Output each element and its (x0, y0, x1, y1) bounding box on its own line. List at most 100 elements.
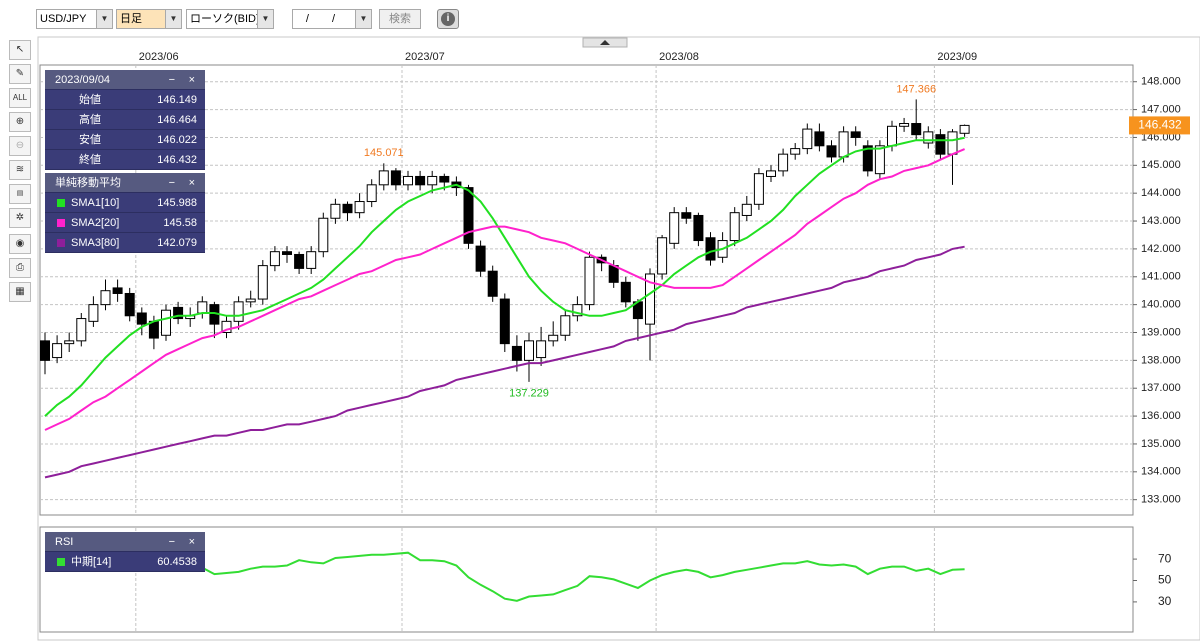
candle-body (233, 301, 244, 322)
legend: 中期[14] 60.4538 (45, 552, 205, 572)
candle-body (499, 298, 510, 345)
tool-view[interactable]: ◉ (9, 234, 31, 254)
legend-name: SMA2[20] (71, 217, 120, 229)
legend-swatch (57, 199, 65, 207)
candle-body (874, 145, 885, 175)
annotation: 147.366 (896, 83, 936, 95)
legend-entry: SMA1[10] 145.988 (45, 193, 205, 213)
candle-body (52, 343, 63, 359)
close[interactable]: × (188, 536, 195, 548)
tool-all[interactable]: ALL (9, 88, 31, 108)
y-tick-label: 135.000 (1141, 438, 1181, 450)
chart-kind-select[interactable]: ローソク(BID) ▼ (186, 9, 274, 29)
legend-name: 中期[14] (71, 556, 112, 568)
line (44, 245, 965, 479)
y-tick-label: 147.000 (1141, 103, 1181, 115)
y-tick-label: 138.000 (1141, 354, 1181, 366)
candle-body (862, 145, 873, 172)
tool-cursor[interactable]: ↖ (9, 40, 31, 60)
candle-body (802, 128, 813, 150)
minimize[interactable]: − (168, 74, 175, 86)
dropdown-arrow: ▼ (355, 10, 371, 28)
candle-body (64, 340, 75, 345)
line (44, 136, 965, 417)
info-label: 始値 (79, 94, 101, 106)
legend-value: 60.4538 (157, 556, 197, 568)
date-select[interactable]: / / ▼ (292, 9, 372, 29)
candle-body (923, 131, 934, 144)
candle-body (221, 320, 232, 333)
candle-body (354, 201, 365, 214)
candle-body (112, 287, 123, 294)
candle-body (645, 273, 655, 325)
candle-body (681, 212, 692, 219)
info-label: 高値 (79, 114, 101, 126)
close[interactable]: × (188, 74, 195, 86)
candle-body (560, 315, 571, 336)
candle-body (197, 301, 208, 314)
y-tick-label: 140.000 (1141, 299, 1181, 311)
chart-frame (37, 36, 1200, 641)
candle-body (899, 123, 910, 127)
candle-body (76, 318, 87, 342)
candle-body (475, 245, 486, 272)
y-tick-label: 148.000 (1141, 76, 1181, 88)
legend-header: 単純移動平均 − × (45, 173, 205, 193)
candle-body (705, 237, 716, 261)
price-tag (1129, 116, 1190, 135)
candle-body (669, 212, 680, 244)
candle-body (463, 187, 474, 244)
candle-body (173, 306, 184, 320)
y-tick-label: 50 (1158, 573, 1172, 587)
candle-body (790, 148, 801, 155)
minimize[interactable]: − (168, 536, 175, 548)
tool-indicator[interactable]: ≋ (9, 160, 31, 180)
info-panel: 2023/09/04 − × 始値 146.149 高値 146.464 安値 146.0… (45, 70, 205, 253)
tool-zoom-out[interactable]: ⊖ (9, 136, 31, 156)
candle-body (403, 175, 413, 186)
info-button[interactable]: i (437, 9, 459, 29)
info-value: 146.432 (157, 154, 197, 166)
info-row: 終値 146.432 (45, 150, 205, 170)
period-select[interactable]: 日足 ▼ (116, 9, 182, 29)
y-tick-label: 141.000 (1141, 271, 1181, 283)
candle-body (124, 292, 135, 317)
tool-zoom-in[interactable]: ⊕ (9, 112, 31, 132)
x-tick-label: 2023/06 (139, 51, 179, 63)
legend-entry: 中期[14] 60.4538 (45, 552, 205, 572)
tool-pen[interactable]: ✎ (9, 64, 31, 84)
date: / / (305, 13, 346, 25)
candle-body (100, 290, 111, 306)
x-tick-label: 2023/07 (405, 51, 445, 63)
close[interactable]: × (188, 177, 195, 189)
candle-body (439, 175, 450, 183)
minimize[interactable]: − (168, 177, 175, 189)
search-button[interactable]: 検索 (379, 9, 421, 29)
y-tick-label: 144.000 (1141, 187, 1181, 199)
candle-body (294, 253, 305, 269)
candle-body (245, 298, 256, 303)
candle-body (657, 237, 668, 275)
symbol: USD/JPY (40, 13, 87, 25)
candle-body (342, 203, 353, 214)
y-tick-label: 134.000 (1141, 466, 1181, 478)
y-tick-label: 145.000 (1141, 159, 1181, 171)
tool-data[interactable]: ▤ (9, 184, 31, 204)
info-value: 146.022 (157, 134, 197, 146)
candle-body (753, 173, 764, 205)
candle-body (826, 145, 837, 158)
legend-name: SMA1[10] (71, 197, 120, 209)
rsi-panel: RSI − × 中期[14] 60.4538 (45, 532, 205, 572)
symbol-select[interactable]: USD/JPY ▼ (36, 9, 113, 29)
y-tick-label: 70 (1158, 551, 1172, 565)
legend-swatch (57, 558, 65, 566)
tool-table[interactable]: ▦ (9, 282, 31, 302)
candle-body (911, 123, 922, 136)
legend-name: SMA3[80] (71, 237, 120, 249)
price-tag-label: 146.432 (1138, 118, 1182, 132)
tool-print[interactable]: ⎙ (9, 258, 31, 278)
candle-body (257, 265, 268, 300)
tool-settings[interactable]: ✲ (9, 208, 31, 228)
candle-body (136, 312, 147, 325)
